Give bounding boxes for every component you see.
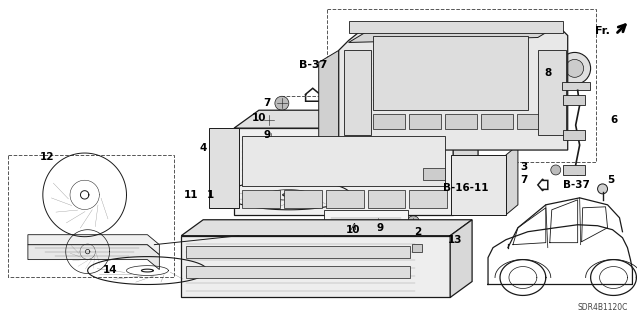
Bar [281,96,380,151]
Bar [563,130,584,140]
Text: SDR4B1120C: SDR4B1120C [578,303,628,312]
Circle shape [472,179,484,191]
Bar [445,114,477,129]
Text: 10: 10 [252,113,266,123]
Text: 10: 10 [346,225,360,235]
Circle shape [551,95,561,105]
Bar [186,266,410,278]
Bar [538,50,566,135]
Circle shape [566,59,584,77]
Bar [563,165,584,175]
Text: 7: 7 [520,175,528,185]
Circle shape [218,185,230,197]
Polygon shape [234,110,478,128]
Polygon shape [450,220,472,297]
Polygon shape [181,220,472,236]
Bar [423,168,445,180]
Bar [410,114,441,129]
Circle shape [457,169,469,181]
Text: 3: 3 [520,162,527,172]
Polygon shape [349,26,557,42]
Text: 6: 6 [611,115,618,125]
Circle shape [351,69,364,81]
Bar [181,236,450,297]
Text: 9: 9 [264,130,271,140]
Polygon shape [28,235,159,255]
Circle shape [420,249,430,259]
Bar [410,190,447,208]
Polygon shape [305,88,321,101]
Text: B-37: B-37 [563,180,589,190]
Bar [481,114,513,129]
Bar [412,244,422,252]
Circle shape [458,165,468,175]
Polygon shape [459,158,474,170]
Circle shape [262,113,276,127]
Circle shape [264,131,278,145]
Circle shape [346,63,369,87]
Polygon shape [28,245,159,270]
Circle shape [546,69,557,81]
Text: 11: 11 [184,190,199,200]
Bar [234,128,453,215]
Text: 8: 8 [545,68,552,78]
Text: Fr.: Fr. [595,26,609,35]
Text: 4: 4 [200,143,207,153]
Circle shape [218,137,230,149]
Bar [367,190,405,208]
Circle shape [250,151,264,165]
Bar [242,190,280,208]
Circle shape [551,165,561,175]
Bar [344,50,371,135]
Circle shape [275,96,289,110]
Bar [324,210,408,248]
Circle shape [420,267,430,277]
Bar [349,20,563,33]
Polygon shape [538,179,548,191]
Bar [374,35,528,110]
Circle shape [598,184,607,194]
Circle shape [392,222,404,234]
Text: B-37: B-37 [298,60,327,70]
Circle shape [551,130,561,140]
Circle shape [218,161,230,173]
Text: 9: 9 [376,223,383,233]
Bar [242,136,445,186]
Polygon shape [319,50,339,162]
Circle shape [486,165,496,175]
Circle shape [540,63,564,87]
Bar [284,190,322,208]
Bar [562,82,589,90]
Text: 14: 14 [103,264,118,275]
Circle shape [372,216,385,228]
Polygon shape [506,145,518,215]
Bar [451,155,506,215]
Text: 13: 13 [448,235,463,245]
Polygon shape [453,110,478,215]
Text: 12: 12 [40,152,54,162]
Bar [326,190,364,208]
Bar [517,114,548,129]
Text: 2: 2 [414,227,422,237]
Bar [326,9,596,162]
Bar [186,246,410,258]
Circle shape [559,52,591,84]
Circle shape [486,193,496,203]
Bar [563,95,584,105]
Circle shape [458,193,468,203]
Circle shape [420,285,430,294]
Text: 1: 1 [207,190,214,200]
Circle shape [407,216,419,228]
Text: A: A [351,223,356,232]
Polygon shape [339,26,568,150]
Circle shape [467,194,479,206]
Text: 5: 5 [607,175,615,185]
Bar [8,155,174,277]
Bar [374,114,405,129]
Text: B-16-11: B-16-11 [444,183,489,193]
Text: 7: 7 [264,98,271,108]
Bar [209,128,239,208]
